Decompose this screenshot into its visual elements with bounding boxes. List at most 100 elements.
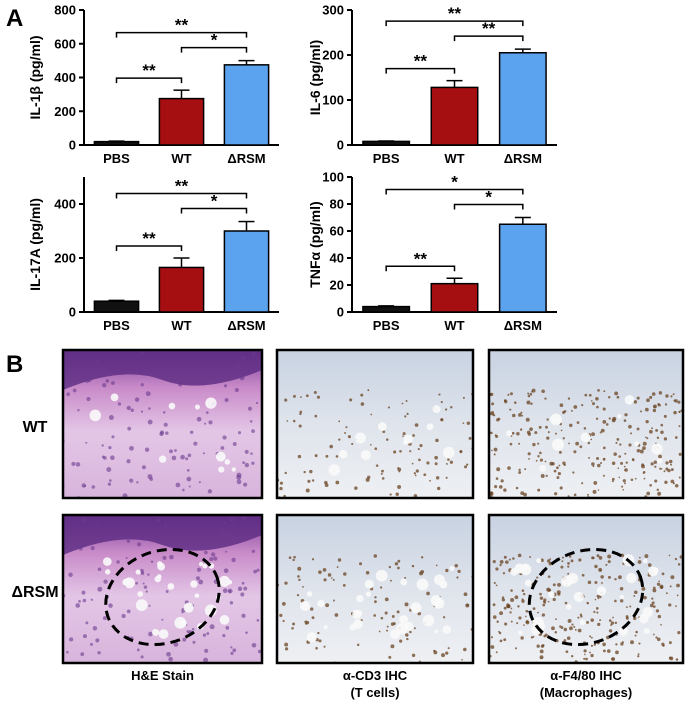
stained-cell — [659, 467, 662, 470]
cell — [117, 402, 122, 406]
stained-cell — [658, 580, 660, 583]
stained-cell — [596, 456, 600, 460]
stained-cell — [630, 640, 634, 645]
fat-cell — [89, 409, 101, 422]
fat-cell — [426, 423, 434, 431]
stained-cell — [394, 562, 399, 566]
stained-cell — [499, 560, 504, 564]
fat-cell — [231, 467, 237, 472]
cell — [244, 462, 250, 468]
stained-cell — [305, 620, 310, 625]
bar — [93, 140, 140, 146]
stained-cell — [678, 410, 681, 413]
fat-cell — [550, 413, 562, 426]
stained-cell — [518, 468, 521, 471]
stained-cell — [608, 629, 613, 633]
cell — [101, 455, 105, 459]
cell — [103, 579, 108, 584]
stained-cell — [625, 616, 629, 620]
cell — [143, 362, 147, 365]
cell — [83, 361, 86, 364]
stained-cell — [567, 561, 570, 565]
stained-cell — [282, 619, 285, 623]
x-tick-label: WT — [444, 318, 464, 333]
stained-cell — [544, 633, 548, 637]
fat-cell — [224, 459, 231, 465]
stained-cell — [639, 449, 644, 454]
fat-cell — [218, 575, 230, 587]
stained-cell — [513, 401, 517, 404]
stained-cell — [329, 444, 334, 449]
significance-label: ** — [175, 16, 189, 35]
cell — [237, 586, 243, 591]
cell — [188, 485, 191, 488]
stained-cell — [599, 461, 603, 465]
cell — [175, 482, 181, 488]
fat-cell — [404, 621, 414, 631]
stained-cell — [667, 469, 671, 473]
cell — [72, 388, 77, 393]
stained-cell — [590, 644, 594, 647]
tissue — [277, 515, 473, 663]
cell — [102, 383, 107, 388]
stained-cell — [385, 438, 389, 441]
stained-cell — [509, 392, 513, 396]
cell — [206, 632, 210, 635]
fat-cell — [656, 458, 663, 464]
stained-cell — [524, 468, 527, 471]
stained-cell — [466, 603, 469, 607]
stained-cell — [307, 479, 311, 483]
stained-cell — [540, 657, 542, 659]
stained-cell — [678, 425, 681, 428]
stained-cell — [668, 641, 672, 645]
fat-cell — [449, 565, 455, 571]
bar — [362, 305, 411, 313]
stained-cell — [581, 573, 585, 577]
cell — [121, 613, 126, 619]
frame — [61, 348, 264, 500]
stained-cell — [495, 651, 498, 654]
stained-cell — [670, 479, 675, 484]
fat-cell — [215, 451, 226, 462]
stained-cell — [624, 413, 628, 417]
fat-cell — [443, 446, 455, 459]
stained-cell — [657, 614, 662, 619]
stained-cell — [491, 402, 495, 406]
cell — [68, 637, 74, 642]
stained-cell — [545, 425, 548, 429]
cell — [95, 360, 99, 363]
column-label: (T cells) — [350, 685, 399, 700]
stained-cell — [411, 462, 414, 465]
stained-cell — [602, 474, 605, 477]
stained-cell — [514, 595, 519, 600]
stained-cell — [527, 432, 531, 436]
cell — [222, 588, 228, 594]
stained-cell — [541, 389, 545, 394]
significance-bracket — [180, 46, 248, 53]
tissue — [277, 350, 473, 498]
stained-cell — [594, 598, 597, 601]
cell — [81, 483, 86, 488]
stained-cell — [656, 582, 661, 586]
x-tick-label: PBS — [103, 318, 130, 333]
stained-cell — [526, 400, 531, 405]
stained-cell — [414, 423, 419, 427]
stained-cell — [384, 611, 388, 615]
significance-bracket — [453, 203, 524, 210]
stained-cell — [602, 407, 606, 411]
stained-cell — [527, 452, 531, 456]
stained-cell — [314, 414, 318, 418]
cell — [75, 543, 81, 549]
stained-cell — [654, 465, 657, 468]
x-tick-label: WT — [171, 151, 191, 166]
stained-cell — [575, 441, 580, 446]
stained-cell — [551, 626, 555, 631]
stained-cell — [324, 483, 329, 488]
stained-cell — [375, 464, 379, 467]
stained-cell — [656, 637, 661, 642]
stained-cell — [614, 391, 619, 396]
stained-cell — [607, 554, 612, 559]
stained-cell — [630, 478, 634, 482]
